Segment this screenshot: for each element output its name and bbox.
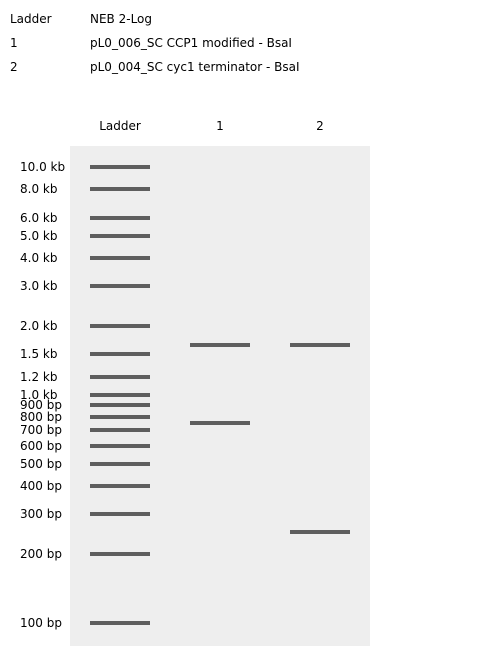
ladder-size-label: 6.0 kb bbox=[20, 211, 58, 225]
ladder-size-label: 200 bp bbox=[20, 547, 62, 561]
ladder-band bbox=[90, 352, 150, 356]
ladder-band bbox=[90, 484, 150, 488]
ladder-band bbox=[90, 621, 150, 625]
lane-2-band bbox=[290, 343, 350, 347]
lane-1-band bbox=[190, 421, 250, 425]
legend-value: pL0_004_SC cyc1 terminator - BsaI bbox=[90, 60, 300, 74]
legend-key: 1 bbox=[10, 36, 18, 50]
ladder-band bbox=[90, 512, 150, 516]
lane-label-2: 2 bbox=[316, 119, 324, 133]
lane-label-1: 1 bbox=[216, 119, 224, 133]
ladder-size-label: 1.5 kb bbox=[20, 347, 58, 361]
ladder-band bbox=[90, 216, 150, 220]
ladder-size-label: 10.0 kb bbox=[20, 160, 66, 174]
ladder-band bbox=[90, 165, 150, 169]
ladder-band bbox=[90, 375, 150, 379]
ladder-size-label: 600 bp bbox=[20, 439, 62, 453]
lane-2-band bbox=[290, 530, 350, 534]
ladder-size-label: 100 bp bbox=[20, 616, 62, 630]
ladder-size-label: 4.0 kb bbox=[20, 251, 58, 265]
ladder-size-label: 400 bp bbox=[20, 479, 62, 493]
ladder-size-label: 500 bp bbox=[20, 457, 62, 471]
ladder-size-label: 8.0 kb bbox=[20, 182, 58, 196]
ladder-band bbox=[90, 428, 150, 432]
ladder-size-label: 5.0 kb bbox=[20, 229, 58, 243]
ladder-band bbox=[90, 415, 150, 419]
ladder-band bbox=[90, 256, 150, 260]
legend-value: pL0_006_SC CCP1 modified - BsaI bbox=[90, 36, 292, 50]
ladder-size-label: 2.0 kb bbox=[20, 319, 58, 333]
legend-key: 2 bbox=[10, 60, 18, 74]
ladder-size-label: 700 bp bbox=[20, 423, 62, 437]
ladder-band bbox=[90, 552, 150, 556]
lane-1-band bbox=[190, 343, 250, 347]
ladder-band bbox=[90, 187, 150, 191]
legend-value: NEB 2-Log bbox=[90, 12, 153, 26]
ladder-band bbox=[90, 324, 150, 328]
ladder-band bbox=[90, 444, 150, 448]
ladder-band bbox=[90, 284, 150, 288]
ladder-size-label: 1.2 kb bbox=[20, 370, 58, 384]
ladder-size-label: 1.0 kb bbox=[20, 388, 58, 402]
ladder-size-label: 900 bp bbox=[20, 398, 62, 412]
ladder-band bbox=[90, 393, 150, 397]
ladder-band bbox=[90, 403, 150, 407]
ladder-band bbox=[90, 462, 150, 466]
lane-label-ladder: Ladder bbox=[99, 119, 141, 133]
ladder-size-label: 3.0 kb bbox=[20, 279, 58, 293]
legend-key: Ladder bbox=[10, 12, 52, 26]
ladder-size-label: 800 bp bbox=[20, 410, 62, 424]
ladder-band bbox=[90, 234, 150, 238]
ladder-size-label: 300 bp bbox=[20, 507, 62, 521]
